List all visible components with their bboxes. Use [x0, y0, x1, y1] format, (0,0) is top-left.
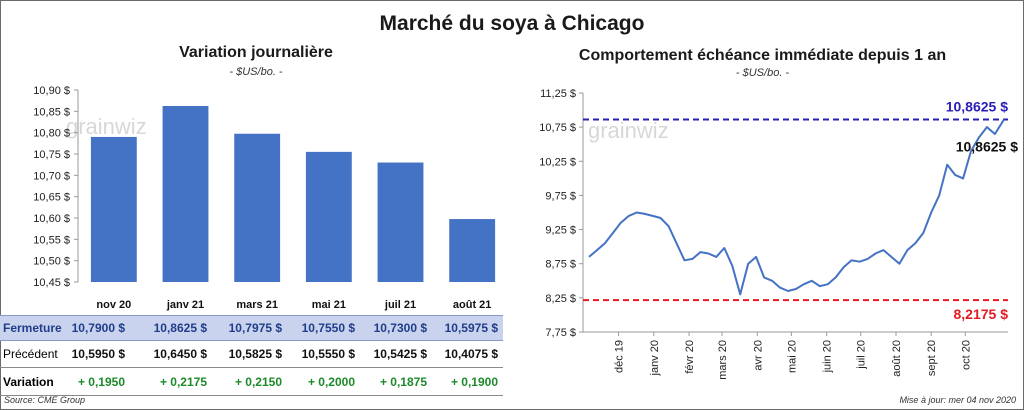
- bar-chart-unit: - $US/bo. -: [229, 66, 283, 78]
- low-reference-label: 8,2175 $: [954, 306, 1009, 322]
- x-tick-label: juin 20: [822, 340, 834, 373]
- line-chart-unit: - $US/bo. -: [735, 67, 790, 79]
- x-tick-label: août 21: [453, 299, 492, 311]
- table-cell: 10,7975 $: [228, 321, 282, 335]
- y-tick-label: 10,75 $: [539, 122, 576, 134]
- table-cell: + 0,1900: [450, 375, 498, 389]
- table-row-precedent: Précédent 10,5950 $ 10,6450 $ 10,5825 $ …: [0, 342, 503, 366]
- x-tick-label: juil 20: [856, 340, 868, 370]
- bar: [90, 136, 137, 282]
- bar: [377, 162, 424, 282]
- table-cell: 10,5975 $: [444, 321, 498, 335]
- table-cell: + 0,2175: [159, 375, 207, 389]
- line-chart-title: Comportement échéance immédiate depuis 1…: [578, 47, 947, 64]
- x-tick-label: déc 19: [614, 340, 626, 373]
- watermark-text: grainwiz: [588, 118, 669, 143]
- y-tick-label: 8,25 $: [545, 293, 576, 305]
- table-cell: + 0,2000: [307, 375, 355, 389]
- x-tick-label: oct 20: [960, 340, 972, 370]
- bar-chart-title: Variation journalière: [179, 44, 333, 61]
- bar: [234, 133, 281, 282]
- last-value-label: 10,8625 $: [956, 138, 1018, 154]
- table-cell: + 0,1875: [379, 375, 427, 389]
- table-cell: 10,4075 $: [444, 347, 498, 361]
- table-cell: 10,6450 $: [153, 347, 207, 361]
- y-tick-label: 10,45 $: [33, 277, 70, 289]
- y-tick-label: 9,25 $: [545, 225, 576, 237]
- x-tick-label: nov 20: [96, 299, 131, 311]
- y-tick-label: 10,50 $: [33, 256, 70, 268]
- y-tick-label: 10,60 $: [33, 213, 70, 225]
- x-tick-label: févr 20: [684, 340, 696, 374]
- x-tick-label: avr 20: [752, 340, 764, 371]
- table-divider: [0, 367, 503, 368]
- source-note: Source: CME Group: [4, 395, 86, 405]
- x-tick-label: juil 21: [384, 299, 416, 311]
- table-cell: 10,5825 $: [228, 347, 282, 361]
- y-tick-label: 10,75 $: [33, 149, 70, 161]
- x-tick-label: août 20: [891, 340, 903, 377]
- table-cell: 10,7900 $: [71, 321, 125, 335]
- y-tick-label: 10,90 $: [33, 85, 70, 97]
- price-series-line: [588, 118, 1005, 296]
- y-tick-label: 7,75 $: [545, 327, 576, 339]
- table-cell: 10,8625 $: [153, 321, 207, 335]
- x-tick-label: janv 20: [649, 340, 661, 376]
- row-label: Variation: [3, 375, 54, 389]
- row-label: Fermeture: [3, 321, 62, 335]
- y-tick-label: 10,25 $: [539, 156, 576, 168]
- table-cell: + 0,1950: [77, 375, 125, 389]
- bar: [449, 219, 496, 282]
- watermark-text: grainwiz: [66, 114, 147, 139]
- table-cell: 10,5950 $: [71, 347, 125, 361]
- bar: [162, 106, 209, 282]
- y-tick-label: 8,75 $: [545, 259, 576, 271]
- x-tick-label: janv 21: [166, 299, 204, 311]
- update-note: Mise à jour: mer 04 nov 2020: [899, 395, 1016, 405]
- table-divider: [0, 395, 503, 396]
- x-tick-label: mars 21: [236, 299, 278, 311]
- x-tick-label: mai 21: [312, 299, 346, 311]
- table-cell: 10,5550 $: [301, 347, 355, 361]
- y-tick-label: 10,80 $: [33, 128, 70, 140]
- y-tick-label: 9,75 $: [545, 190, 576, 202]
- y-tick-label: 10,55 $: [33, 234, 70, 246]
- y-tick-label: 10,85 $: [33, 106, 70, 118]
- y-tick-label: 11,25 $: [540, 88, 576, 100]
- x-tick-label: sept 20: [926, 340, 938, 376]
- y-tick-label: 10,65 $: [33, 192, 70, 204]
- table-row-variation: Variation + 0,1950 + 0,2175 + 0,2150 + 0…: [0, 370, 503, 394]
- main-title: Marché du soya à Chicago: [379, 12, 645, 35]
- x-tick-label: mai 20: [786, 340, 798, 373]
- table-cell: 10,5425 $: [373, 347, 427, 361]
- table-row-fermeture: Fermeture 10,7900 $ 10,8625 $ 10,7975 $ …: [0, 315, 503, 341]
- table-cell: 10,7550 $: [301, 321, 355, 335]
- bar: [305, 151, 352, 282]
- table-cell: 10,7300 $: [373, 321, 427, 335]
- y-tick-label: 10,70 $: [33, 170, 70, 182]
- x-tick-label: mars 20: [717, 340, 729, 380]
- row-label: Précédent: [3, 347, 58, 361]
- high-reference-label: 10,8625 $: [946, 98, 1008, 114]
- table-cell: + 0,2150: [234, 375, 282, 389]
